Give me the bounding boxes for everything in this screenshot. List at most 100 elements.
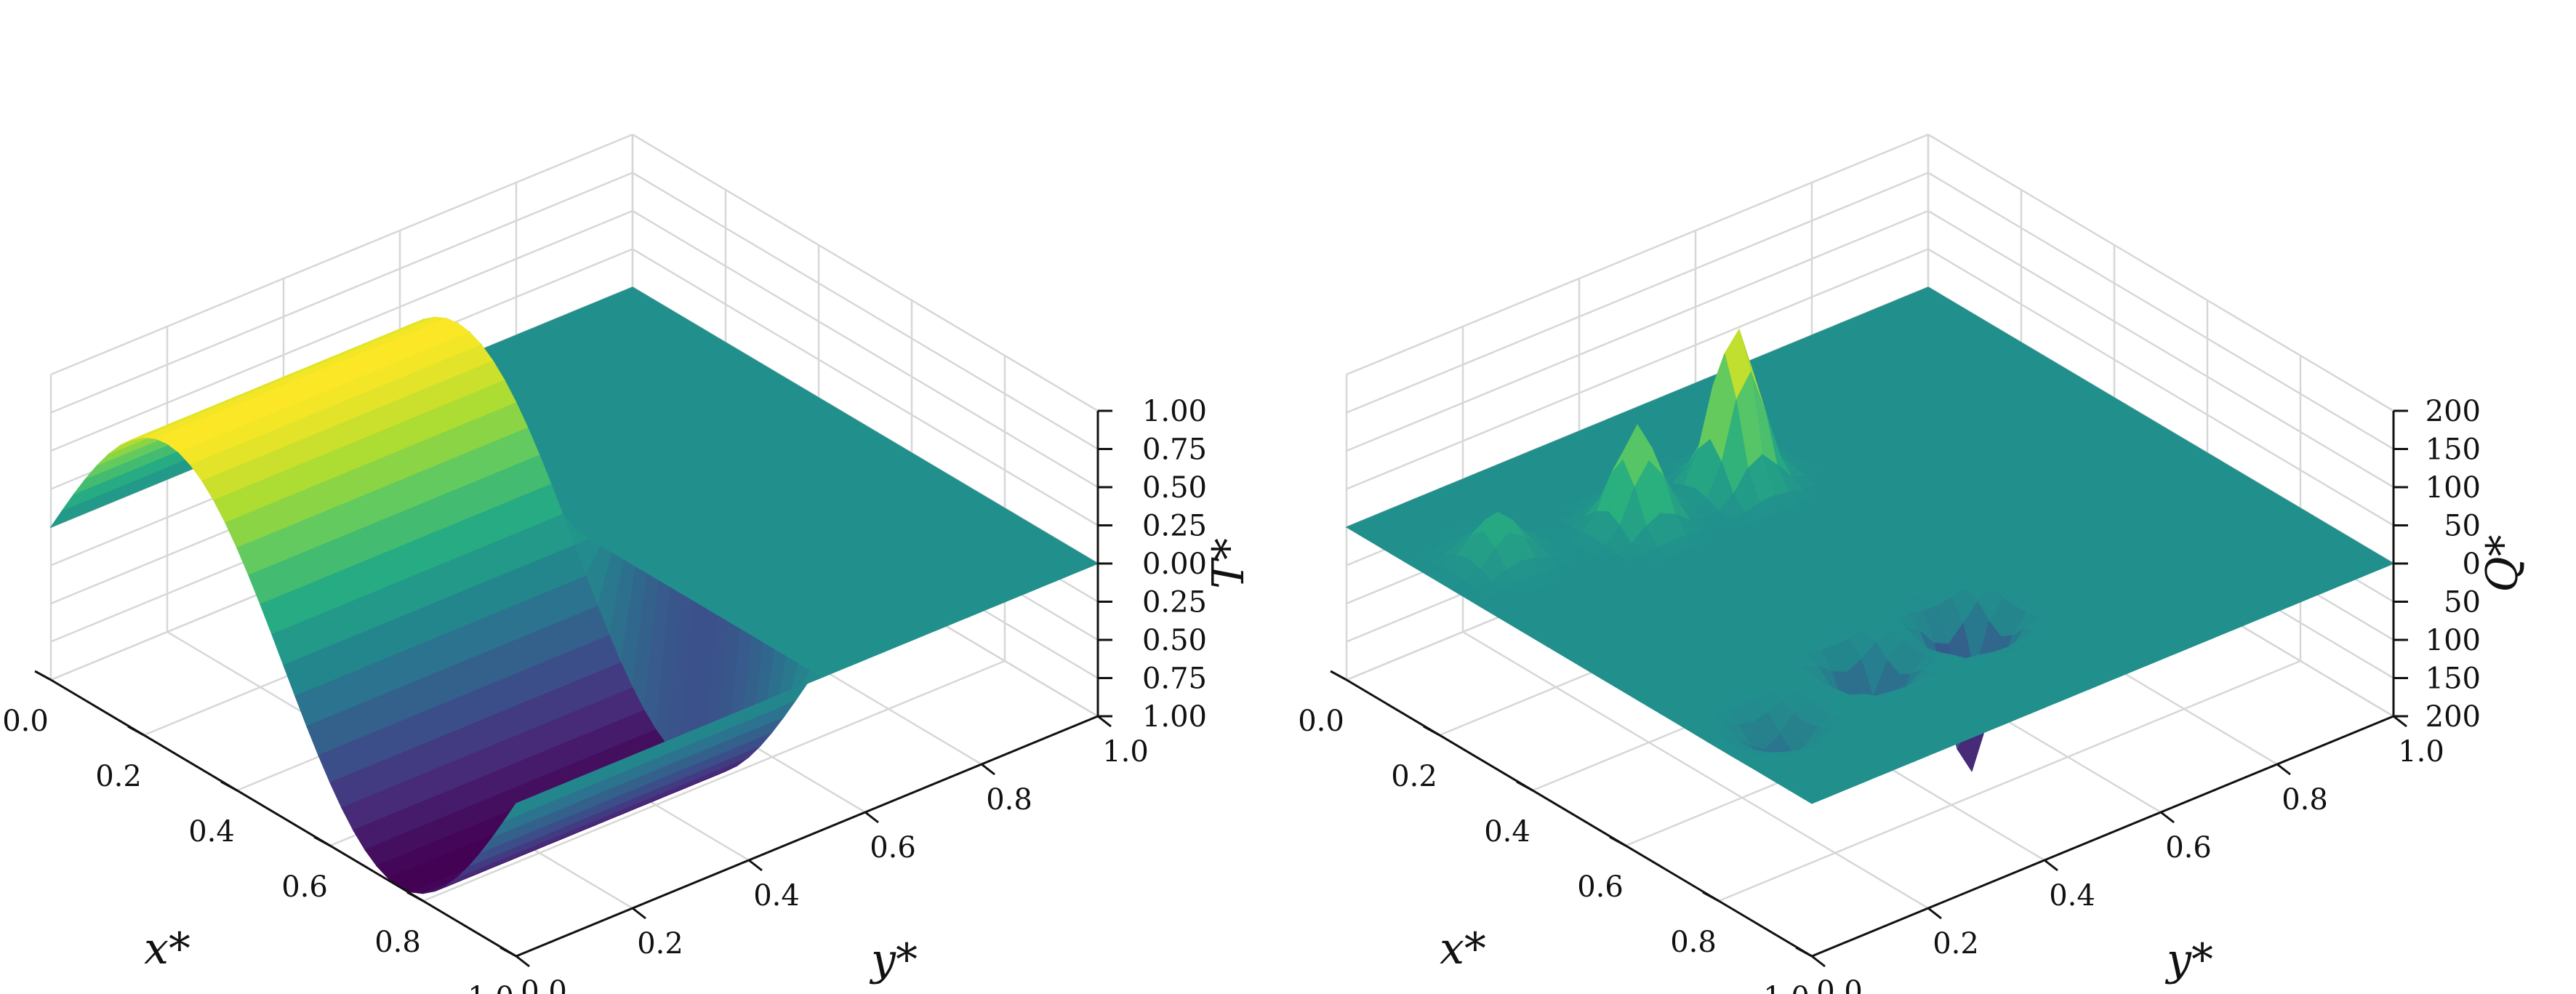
y-tick-mark: [1811, 955, 1826, 968]
z-axis-label: Q*: [2477, 534, 2528, 592]
floor-grid-line: [1718, 660, 2301, 902]
y-tick-mark: [1097, 715, 1112, 728]
x-tick-label: 1.0: [468, 981, 514, 994]
y-axis-label: y*: [2164, 934, 2213, 985]
y-tick-mark: [515, 955, 530, 968]
z-tick-label: 200: [2425, 700, 2481, 734]
y-tick-label: 0.8: [986, 783, 1032, 817]
z-tick-label: 0: [2463, 548, 2481, 581]
y-tick-mark: [2393, 715, 2407, 728]
x-tick-mark: [1516, 780, 1533, 792]
z-tick-label: 0.00: [1142, 548, 1207, 581]
y-tick-label: 0.2: [637, 927, 683, 961]
x-tick-label: 0.4: [1484, 815, 1530, 849]
x-tick-label: 0.4: [188, 815, 235, 849]
x-tick-mark: [1795, 946, 1813, 958]
y-tick-label: 1.0: [2398, 735, 2444, 769]
x-tick-label: 0.0: [2, 705, 49, 738]
wall-grid-line: [50, 209, 633, 452]
wall-grid-line: [50, 172, 633, 414]
wall-grid-line: [1927, 133, 2394, 412]
x-tick-label: 0.2: [95, 760, 142, 793]
z-tick-label: 50: [2444, 586, 2481, 620]
wall-grid-line: [1927, 209, 2394, 489]
chart-panel-temperature: 0.00.20.40.60.81.00.00.20.40.60.81.01.00…: [2, 133, 1254, 994]
z-tick-label: 0.75: [1142, 433, 1207, 467]
x-tick-mark: [1330, 670, 1347, 681]
z-tick-label: 200: [2425, 395, 2481, 428]
x-tick-mark: [406, 891, 424, 902]
z-tick-label: 0.25: [1142, 586, 1207, 620]
x-tick-mark: [1702, 891, 1720, 902]
y-tick-mark: [981, 763, 995, 776]
x-tick-label: 0.8: [374, 926, 421, 959]
wall-grid-line: [1346, 248, 1929, 490]
x-tick-mark: [499, 946, 517, 958]
z-tick-label: 100: [2425, 624, 2481, 657]
axes: 0.00.20.40.60.81.00.00.20.40.60.81.02001…: [1298, 395, 2528, 994]
wall-grid-line: [1346, 133, 1929, 376]
x-tick-mark: [1423, 725, 1440, 737]
surface: [49, 286, 1099, 894]
z-tick-label: 50: [2444, 510, 2481, 543]
y-axis-label: y*: [869, 934, 918, 985]
wall-grid-line: [1346, 172, 1929, 414]
wall-grid-line: [632, 248, 1099, 526]
z-tick-label: 0.50: [1142, 624, 1207, 657]
wall-grid-line: [632, 133, 1099, 412]
z-tick-label: 0.50: [1142, 471, 1207, 505]
y-tick-label: 0.0: [521, 975, 567, 994]
z-tick-label: 150: [2425, 662, 2481, 696]
wall-grid-line: [632, 172, 1099, 450]
z-tick-label: 0.25: [1142, 510, 1207, 543]
y-tick-mark: [632, 907, 646, 920]
surface: [1345, 286, 2395, 804]
heat-source-surface-plot: 0.00.20.40.60.81.00.00.20.40.60.81.02001…: [1298, 133, 2528, 994]
y-tick-label: 0.0: [1816, 975, 1863, 994]
wall-grid-line: [1927, 172, 2394, 450]
z-tick-label: 150: [2425, 433, 2481, 467]
z-tick-label: 0.75: [1142, 662, 1207, 696]
x-tick-mark: [313, 835, 331, 847]
x-axis-label: x*: [144, 923, 190, 974]
surface-facet: [1799, 790, 1828, 804]
surface-facet: [503, 796, 532, 822]
wall-grid-line: [50, 133, 633, 376]
y-axis-line: [1811, 715, 2394, 958]
y-tick-label: 0.6: [870, 831, 916, 865]
z-axis-label: T*: [1203, 538, 1254, 589]
z-tick-label: 100: [2425, 471, 2481, 505]
x-tick-label: 0.6: [281, 870, 328, 904]
y-tick-label: 0.8: [2282, 783, 2328, 817]
x-tick-label: 0.0: [1298, 705, 1344, 738]
y-tick-label: 0.6: [2165, 831, 2212, 865]
wall-grid-line: [1346, 209, 1929, 452]
x-axis-label: x*: [1440, 923, 1486, 974]
y-tick-label: 0.2: [1933, 927, 1979, 961]
y-tick-mark: [864, 811, 879, 824]
y-tick-mark: [2160, 811, 2175, 824]
y-axis-line: [515, 715, 1099, 958]
y-tick-mark: [1927, 907, 1942, 920]
z-tick-label: 1.00: [1142, 700, 1207, 734]
x-tick-mark: [1609, 835, 1626, 847]
floor-grid-line: [422, 660, 1006, 902]
wall-grid-line: [1927, 248, 2394, 526]
x-tick-mark: [127, 725, 145, 737]
x-tick-label: 1.0: [1763, 981, 1810, 994]
x-tick-mark: [220, 780, 238, 792]
y-tick-mark: [2276, 763, 2291, 776]
floor-grid-line: [1462, 630, 1929, 910]
y-tick-label: 0.4: [753, 879, 800, 913]
chart-panel-heat-source: 0.00.20.40.60.81.00.00.20.40.60.81.02001…: [1288, 0, 2576, 994]
axes: 0.00.20.40.60.81.00.00.20.40.60.81.01.00…: [2, 395, 1254, 994]
y-tick-mark: [2044, 859, 2058, 872]
z-tick-label: 1.00: [1142, 395, 1207, 428]
temperature-surface-plot: 0.00.20.40.60.81.00.00.20.40.60.81.01.00…: [2, 133, 1254, 994]
y-tick-label: 1.0: [1102, 735, 1149, 769]
x-tick-label: 0.6: [1577, 870, 1624, 904]
x-tick-label: 0.2: [1391, 760, 1437, 793]
x-tick-label: 0.8: [1670, 926, 1717, 959]
wall-grid-line: [632, 209, 1099, 489]
y-tick-label: 0.4: [2049, 879, 2095, 913]
